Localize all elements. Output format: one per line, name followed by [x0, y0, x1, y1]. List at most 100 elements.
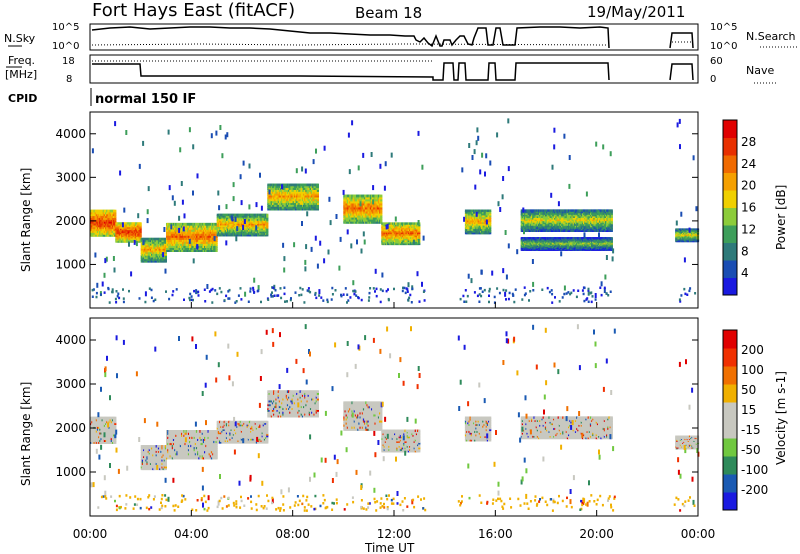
freq-strip-frame — [89, 54, 699, 84]
scatter-cell — [217, 216, 220, 220]
scatter-cell — [489, 218, 492, 221]
nave-label: Nave — [746, 64, 774, 77]
scatter-cell — [286, 198, 290, 202]
scatter-cell — [464, 224, 468, 228]
scatter-cell — [356, 218, 359, 222]
scatter-cell — [469, 224, 472, 228]
scatter-cell — [369, 214, 372, 218]
scatter-cell — [476, 216, 479, 219]
scatter-cell — [467, 209, 470, 212]
scatter-cell — [414, 238, 417, 241]
date-label: 19/May/2011 — [587, 3, 685, 21]
scatter-cell — [224, 227, 227, 231]
scatter-cell — [367, 202, 370, 206]
scatter-cell — [410, 239, 413, 242]
scatter-cell — [117, 233, 120, 236]
scatter-cell — [293, 191, 296, 194]
scatter-cell — [289, 198, 292, 202]
scatter-cell — [369, 212, 372, 216]
scatter-cell — [216, 221, 219, 224]
scatter-cell — [125, 230, 128, 233]
scatter-cell — [130, 223, 133, 226]
scatter-cell — [243, 229, 246, 232]
scatter-cell — [291, 200, 294, 204]
scatter-cell — [117, 237, 120, 240]
scatter-cell — [208, 235, 211, 238]
freq-label-line1: Freq. — [8, 54, 35, 67]
scatter-cell — [369, 210, 372, 214]
scatter-cell — [117, 230, 120, 233]
scatter-cell — [236, 220, 239, 223]
scatter-cell — [405, 238, 408, 241]
scatter-cell — [374, 208, 377, 212]
scatter-cell — [255, 213, 258, 217]
scatter-cell — [172, 243, 176, 246]
scatter-cell — [278, 207, 281, 211]
scatter-cell — [358, 216, 361, 220]
scatter-cell — [251, 226, 254, 229]
scatter-cell — [220, 216, 223, 220]
scatter-cell — [91, 213, 94, 217]
scatter-cell — [210, 233, 214, 236]
scatter-cell — [144, 237, 147, 241]
scatter-cell — [278, 185, 281, 189]
scatter-cell — [352, 206, 355, 210]
scatter-cell — [108, 220, 111, 224]
scatter-cell — [379, 200, 382, 204]
scatter-cell — [464, 211, 468, 214]
scatter-cell — [407, 233, 410, 236]
scatter-cell — [350, 198, 353, 202]
scatter-cell — [99, 230, 102, 233]
scatter-cell — [383, 238, 386, 241]
scatter-cell — [110, 211, 113, 215]
scatter-cell — [486, 218, 489, 221]
scatter-cell — [191, 222, 194, 226]
scatter-cell — [276, 189, 279, 192]
scatter-cell — [108, 234, 111, 237]
scatter-cell — [240, 224, 243, 227]
scatter-cell — [479, 223, 483, 226]
scatter-cell — [403, 230, 406, 233]
scatter-cell — [343, 216, 346, 220]
scatter-cell — [134, 237, 138, 240]
scatter-cell — [271, 196, 275, 200]
scatter-cell — [184, 233, 187, 236]
scatter-cell — [482, 211, 485, 214]
scatter-cell — [200, 243, 203, 246]
scatter-cell — [146, 256, 149, 260]
scatter-cell — [286, 200, 290, 204]
scatter-cell — [166, 245, 169, 248]
scatter-cell — [464, 228, 468, 231]
scatter-cell — [140, 246, 143, 249]
scatter-cell — [164, 239, 167, 243]
scatter-cell — [216, 216, 219, 220]
scatter-cell — [170, 245, 173, 248]
scatter-cell — [276, 207, 279, 211]
scatter-cell — [527, 209, 530, 212]
scatter-cell — [228, 224, 231, 227]
scatter-cell — [474, 211, 477, 214]
scatter-cell — [369, 216, 372, 220]
scatter-cell — [200, 231, 203, 234]
scatter-cell — [182, 237, 185, 240]
scatter-cell — [352, 196, 355, 200]
scatter-cell — [293, 204, 296, 207]
scatter-cell — [190, 229, 193, 232]
scatter-cell — [114, 232, 117, 235]
scatter-cell — [383, 224, 386, 227]
scatter-cell — [206, 249, 209, 252]
scatter-cell — [179, 249, 182, 252]
scatter-cell — [160, 249, 163, 253]
scatter-cell — [316, 207, 319, 211]
scatter-cell — [274, 207, 277, 211]
scatter-cell — [246, 232, 249, 235]
scatter-cell — [405, 236, 408, 239]
scatter-cell — [126, 240, 129, 243]
scatter-cell — [141, 249, 144, 253]
scatter-cell — [296, 185, 299, 189]
scatter-cell — [91, 220, 94, 224]
scatter-cell — [242, 234, 245, 237]
scatter-cell — [160, 255, 163, 258]
scatter-cell — [167, 245, 170, 248]
scatter-cell — [170, 239, 173, 242]
